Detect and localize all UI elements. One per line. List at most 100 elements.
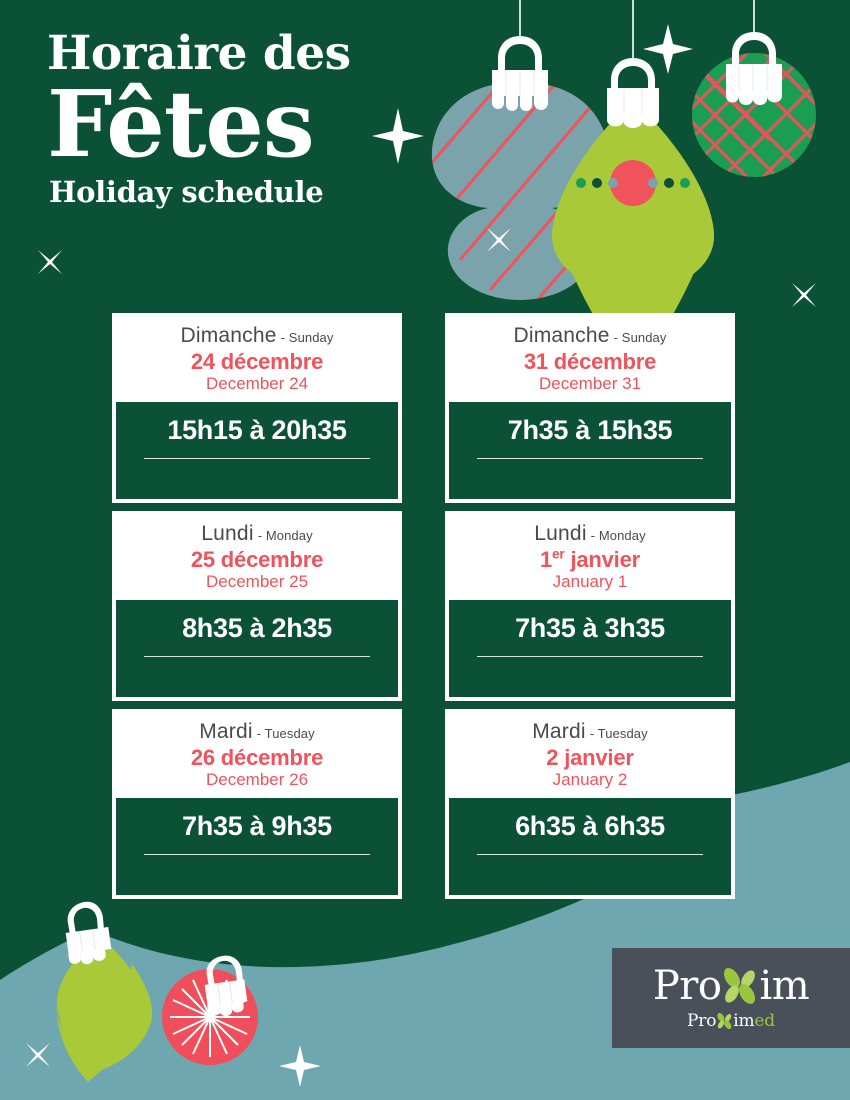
day-row: Lundi - Monday [534,523,645,544]
hours-underline [144,655,370,657]
ornament-cap [492,36,548,111]
title-line-2: Fêtes [47,70,315,178]
day-name-fr: Mardi [199,720,253,743]
ornament-cap [65,901,112,965]
sparkle-star-icon [372,108,424,164]
hours-text: 7h35 à 9h35 [182,811,332,841]
red-ball-ornament-bottom [162,955,258,1065]
hours-underline [477,655,703,657]
logo-sub-post: ed [754,1010,775,1031]
logo-sub-pre: Pro [687,1010,717,1031]
x-mark-icon [792,283,816,307]
sparkle-star-icon [643,24,693,74]
date-en: December 31 [538,374,642,394]
hours-underline [477,853,703,855]
day-name-en: - Sunday [280,330,334,345]
day-row: Mardi - Tuesday [199,721,315,742]
date-fr-ordinal: er [552,546,565,562]
hours-text: 7h35 à 15h35 [507,415,673,445]
butterfly-x-icon-small [717,1012,732,1030]
schedule-card: Mardi - Tuesday 26 décembre December 26 … [112,709,402,899]
card-date-header: Lundi - Monday 25 décembre December 25 [115,514,399,599]
ornament-cap [726,32,782,105]
card-hours-panel: 8h35 à 2h35 [115,599,399,698]
ornament-cap [607,58,659,128]
x-mark-icon [487,228,511,252]
logo-brand-main: Pro im [652,963,810,1009]
date-fr-rest: janvier [564,547,640,572]
butterfly-x-icon [724,968,756,1004]
card-hours-panel: 7h35 à 15h35 [448,401,732,500]
sparkle-star-icon [279,1045,321,1087]
date-en: January 1 [552,572,628,592]
schedule-card: Mardi - Tuesday 2 janvier January 2 6h35… [445,709,735,899]
day-name-fr: Lundi [201,522,254,545]
date-fr-text: 24 décembre [190,349,324,374]
date-fr-text: 1 [540,547,553,572]
x-mark-icon [38,250,62,274]
poster-header: Horaire des Fêtes Holiday schedule [47,30,351,209]
date-fr: 31 décembre [523,349,657,374]
date-fr: 26 décembre [190,745,324,770]
card-date-header: Lundi - Monday 1er janvier January 1 [448,514,732,599]
logo-sub-mid: im [733,1010,755,1031]
schedule-card: Dimanche - Sunday 31 décembre December 3… [445,313,735,503]
hours-underline [477,457,703,459]
schedule-card: Lundi - Monday 1er janvier January 1 7h3… [445,511,735,701]
schedule-card: Dimanche - Sunday 24 décembre December 2… [112,313,402,503]
logo-brand-sub: Pro im ed [687,1012,775,1030]
date-fr-text: 26 décembre [190,745,324,770]
date-fr: 25 décembre [190,547,324,572]
hours-text: 7h35 à 3h35 [515,613,665,643]
date-en: December 26 [205,770,309,790]
card-hours-panel: 7h35 à 9h35 [115,797,399,896]
date-fr: 2 janvier [546,745,634,770]
card-hours-panel: 7h35 à 3h35 [448,599,732,698]
date-en: December 25 [205,572,309,592]
day-name-en: - Tuesday [256,726,315,741]
date-fr-text: 2 janvier [546,745,634,770]
day-name-fr: Dimanche [180,324,277,347]
x-mark-icon [26,1043,50,1067]
schedule-card: Lundi - Monday 25 décembre December 25 8… [112,511,402,701]
day-row: Lundi - Monday [201,523,312,544]
day-name-fr: Mardi [532,720,586,743]
schedule-card-grid: Dimanche - Sunday 24 décembre December 2… [112,313,738,899]
snowflake-sparkle-icon [170,977,250,1057]
date-fr: 24 décembre [190,349,324,374]
date-en: December 24 [205,374,309,394]
day-name-en: - Monday [590,528,646,543]
day-name-en: - Sunday [613,330,667,345]
card-date-header: Mardi - Tuesday 26 décembre December 26 [115,712,399,797]
day-name-en: - Tuesday [589,726,648,741]
day-name-en: - Monday [257,528,313,543]
hours-underline [144,853,370,855]
lattice-green-ball-ornament [692,32,816,177]
card-hours-panel: 6h35 à 6h35 [448,797,732,896]
card-date-header: Mardi - Tuesday 2 janvier January 2 [448,712,732,797]
hours-text: 6h35 à 6h35 [515,811,665,841]
date-fr: 1er janvier [540,547,640,572]
hours-text: 8h35 à 2h35 [182,613,332,643]
day-name-fr: Lundi [534,522,587,545]
day-row: Dimanche - Sunday [514,325,667,346]
day-name-fr: Dimanche [513,324,610,347]
date-fr-text: 25 décembre [190,547,324,572]
date-en: January 2 [552,770,628,790]
card-hours-panel: 15h15 à 20h35 [115,401,399,500]
title-subtitle: Holiday schedule [49,175,324,210]
logo-brand-post: im [759,963,810,1009]
day-row: Dimanche - Sunday [181,325,334,346]
ornament-cap [204,955,248,1017]
hours-underline [144,457,370,459]
ornament-strings [519,0,755,58]
card-date-header: Dimanche - Sunday 24 décembre December 2… [115,316,399,401]
lime-teardrop-ornament-bottom [56,901,152,1082]
proxim-logo: Pro im Pro im ed [612,948,850,1048]
ornament-center-dot [610,160,656,206]
logo-brand-pre: Pro [652,963,722,1009]
date-fr-text: 31 décembre [523,349,657,374]
hours-text: 15h15 à 20h35 [167,415,347,445]
day-row: Mardi - Tuesday [532,721,648,742]
card-date-header: Dimanche - Sunday 31 décembre December 3… [448,316,732,401]
